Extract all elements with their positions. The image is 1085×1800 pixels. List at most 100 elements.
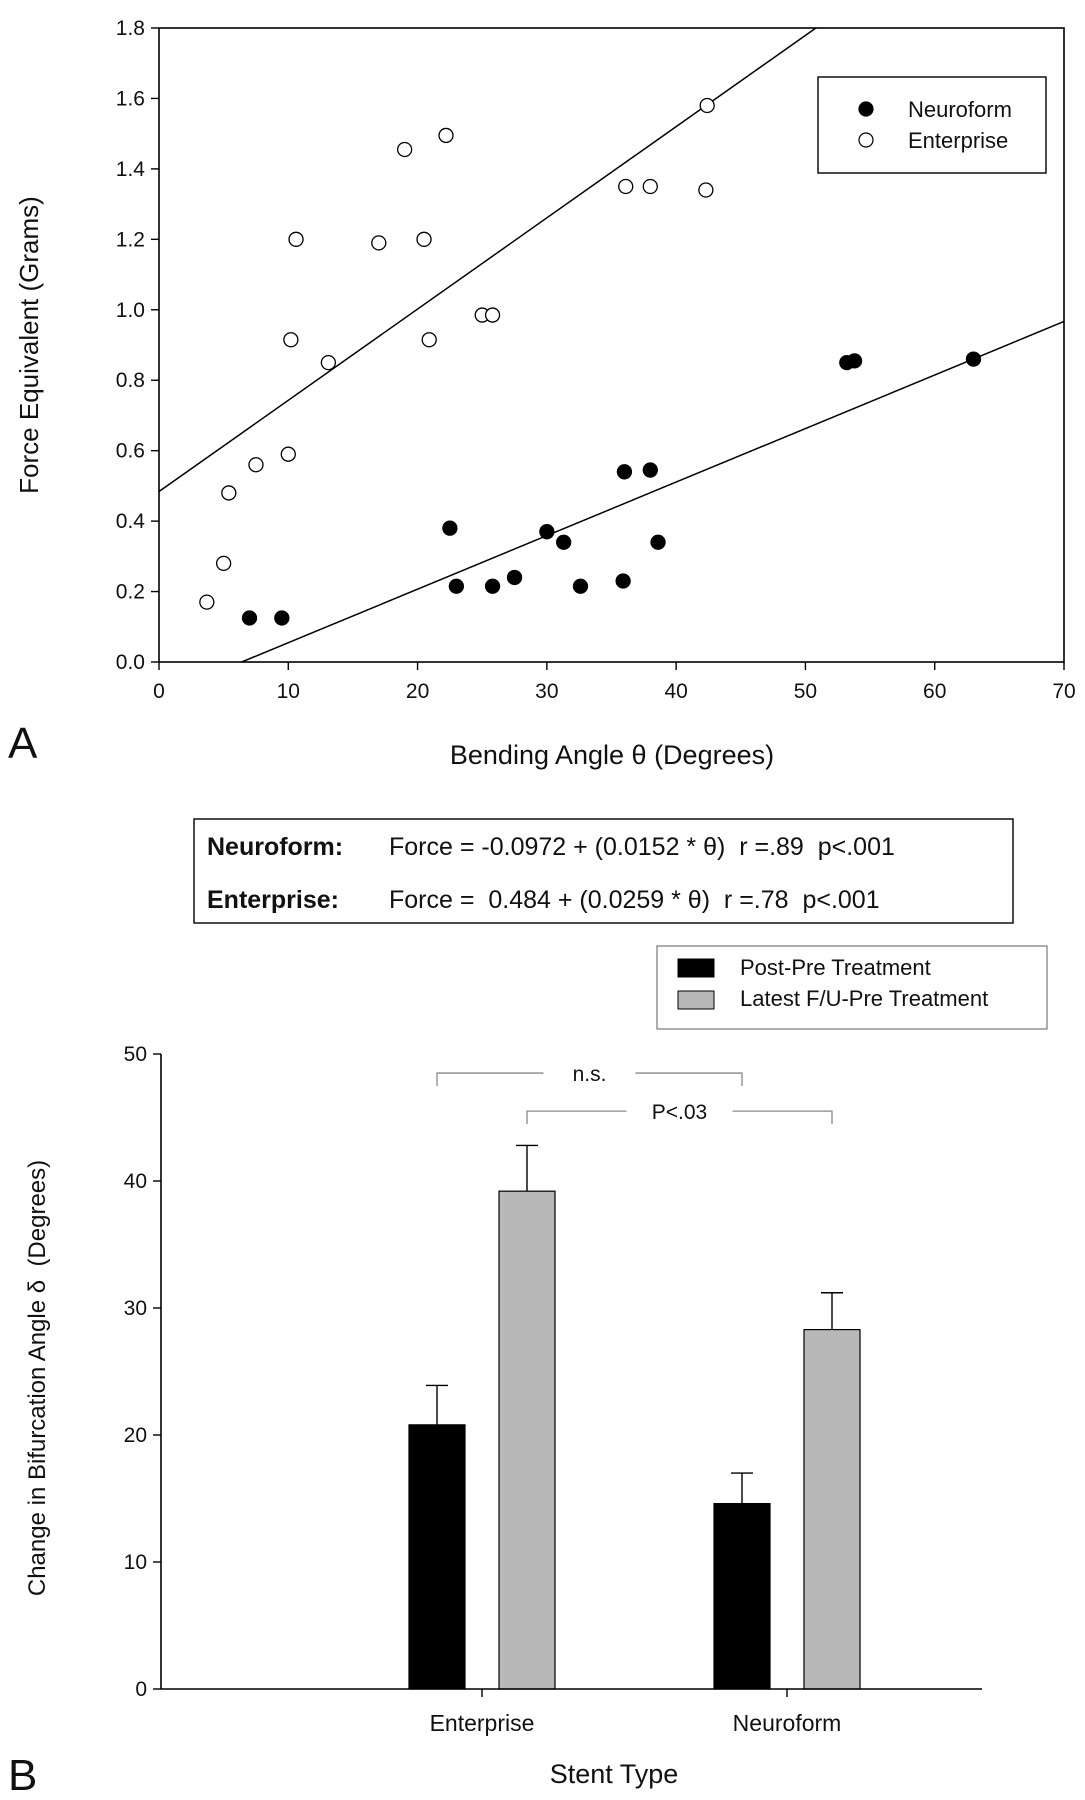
x-tick-label: Enterprise — [430, 1710, 535, 1736]
scatter-panel: 0 10 20 30 40 50 60 70 0.0 0.2 0.4 0.6 0.8 1.0 1.2 1.4… — [8, 17, 1076, 770]
x-axis-label: Bending Angle θ (Degrees) — [450, 740, 774, 770]
data-point-enterprise — [215, 555, 232, 572]
legend-box — [656, 945, 1048, 1030]
x-tick-label: 0 — [153, 680, 165, 703]
error-bars — [426, 1144, 843, 1504]
panel-label-a: A — [8, 719, 38, 768]
y-tick-label: 0.4 — [116, 510, 146, 533]
data-point-enterprise — [283, 332, 299, 348]
x-tick-label: 20 — [406, 680, 429, 703]
equation-enterprise-formula: Force = 0.484 + (0.0259 * θ) r =.78 p<.0… — [389, 886, 880, 914]
y-tick-label: 0.0 — [116, 651, 145, 674]
data-point-neuroform — [539, 524, 555, 540]
data-points — [199, 97, 982, 626]
y-axis-ticks: 0 10 20 30 40 50 — [124, 1043, 161, 1701]
data-point-enterprise — [421, 332, 437, 348]
y-tick-label: 1.0 — [116, 299, 145, 322]
data-point-enterprise — [618, 178, 634, 195]
significance-bracket-left — [526, 1110, 627, 1125]
legend-label-latest-fu: Latest F/U-Pre Treatment — [740, 986, 988, 1011]
data-point-neuroform — [274, 610, 290, 626]
bar-post-pre — [713, 1502, 771, 1690]
data-point-enterprise — [288, 231, 304, 247]
panel-label-b: B — [8, 1751, 37, 1800]
significance-bracket-right — [732, 1110, 833, 1125]
bar-latest-fu — [498, 1190, 556, 1690]
y-tick-label: 1.2 — [116, 228, 145, 251]
significance-label: n.s. — [573, 1063, 607, 1086]
data-point-enterprise — [698, 182, 714, 198]
x-tick-label: 50 — [794, 680, 817, 703]
x-tick-label: 70 — [1052, 680, 1075, 703]
x-tick-label: 40 — [664, 680, 687, 703]
y-tick-label: 0 — [135, 1678, 147, 1701]
y-tick-label: 1.6 — [116, 87, 145, 110]
x-tick-label: 10 — [277, 680, 300, 703]
legend-label-post-pre: Post-Pre Treatment — [740, 955, 931, 980]
legend-box — [817, 76, 1047, 174]
data-point-neuroform — [442, 520, 458, 536]
legend-swatch-latest-fu — [677, 990, 715, 1010]
y-tick-label: 50 — [124, 1043, 147, 1066]
data-point-neuroform — [616, 464, 633, 480]
y-tick-label: 20 — [124, 1424, 147, 1447]
y-tick-label: 0.8 — [116, 369, 145, 392]
scatter-plot-frame — [158, 27, 1065, 663]
legend-swatch-post-pre — [677, 958, 715, 978]
x-tick-label: Neuroform — [733, 1710, 842, 1736]
data-point-enterprise — [642, 178, 658, 195]
y-tick-label: 1.8 — [116, 17, 145, 40]
data-point-neuroform — [484, 578, 501, 594]
regression-line — [158, 27, 817, 493]
equation-enterprise-label: Enterprise: — [207, 886, 339, 914]
y-tick-label: 0.2 — [116, 581, 145, 604]
data-point-enterprise — [699, 97, 715, 114]
x-axis-label: Stent Type — [550, 1759, 679, 1789]
x-axis-ticks: 0 10 20 30 40 50 60 70 — [153, 662, 1076, 703]
bars — [408, 1190, 861, 1690]
equation-neuroform-label: Neuroform: — [207, 833, 343, 861]
data-point-neuroform — [846, 353, 863, 369]
legend-label-enterprise: Enterprise — [908, 128, 1008, 153]
y-tick-label: 0.6 — [116, 440, 145, 463]
data-point-enterprise — [221, 485, 237, 501]
data-point-enterprise — [484, 307, 501, 323]
data-point-enterprise — [416, 231, 432, 247]
data-point-neuroform — [448, 578, 465, 594]
y-tick-label: 1.4 — [116, 158, 146, 181]
data-point-enterprise — [438, 127, 454, 144]
data-point-neuroform — [506, 569, 523, 586]
data-point-neuroform — [615, 573, 631, 589]
data-point-neuroform — [642, 462, 658, 478]
equation-box: Neuroform: Force = -0.0972 + (0.0152 * θ… — [193, 818, 1014, 924]
x-axis-ticks: Enterprise Neuroform — [430, 1689, 842, 1736]
significance-bracket-left — [436, 1072, 544, 1087]
equation-frame — [193, 818, 1014, 924]
bar-legend: Post-Pre Treatment Latest F/U-Pre Treatm… — [656, 945, 1048, 1030]
y-tick-label: 40 — [124, 1170, 147, 1193]
bar-latest-fu — [803, 1328, 861, 1690]
data-point-enterprise — [396, 141, 413, 158]
data-point-enterprise — [199, 594, 215, 610]
legend-marker-neuroform — [858, 101, 874, 117]
data-point-neuroform — [241, 610, 258, 626]
data-point-neuroform — [650, 534, 666, 550]
y-axis-label: Change in Bifurcation Angle δ (Degrees) — [24, 1160, 51, 1596]
y-axis-label: Force Equivalent (Grams) — [14, 196, 44, 494]
x-tick-label: 60 — [923, 680, 946, 703]
data-point-neuroform — [556, 534, 572, 550]
significance-bracket-right — [635, 1072, 743, 1087]
x-tick-label: 30 — [535, 680, 558, 703]
y-axis-ticks: 0.0 0.2 0.4 0.6 0.8 1.0 1.2 1.4 1.6 1.8 — [116, 17, 159, 674]
bar-panel: n.s. P<.03 0 10 20 30 40 50 Enterprise Neurofor… — [8, 945, 1048, 1800]
scatter-legend: Neuroform Enterprise — [817, 76, 1047, 174]
equation-neuroform-formula: Force = -0.0972 + (0.0152 * θ) r =.89 p<… — [389, 833, 895, 861]
data-point-enterprise — [248, 457, 264, 473]
y-tick-label: 10 — [124, 1551, 147, 1574]
legend-marker-enterprise — [858, 132, 874, 148]
data-point-enterprise — [280, 446, 296, 462]
regression-line — [241, 320, 1065, 663]
legend-label-neuroform: Neuroform — [908, 97, 1012, 122]
bar-post-pre — [408, 1424, 466, 1690]
